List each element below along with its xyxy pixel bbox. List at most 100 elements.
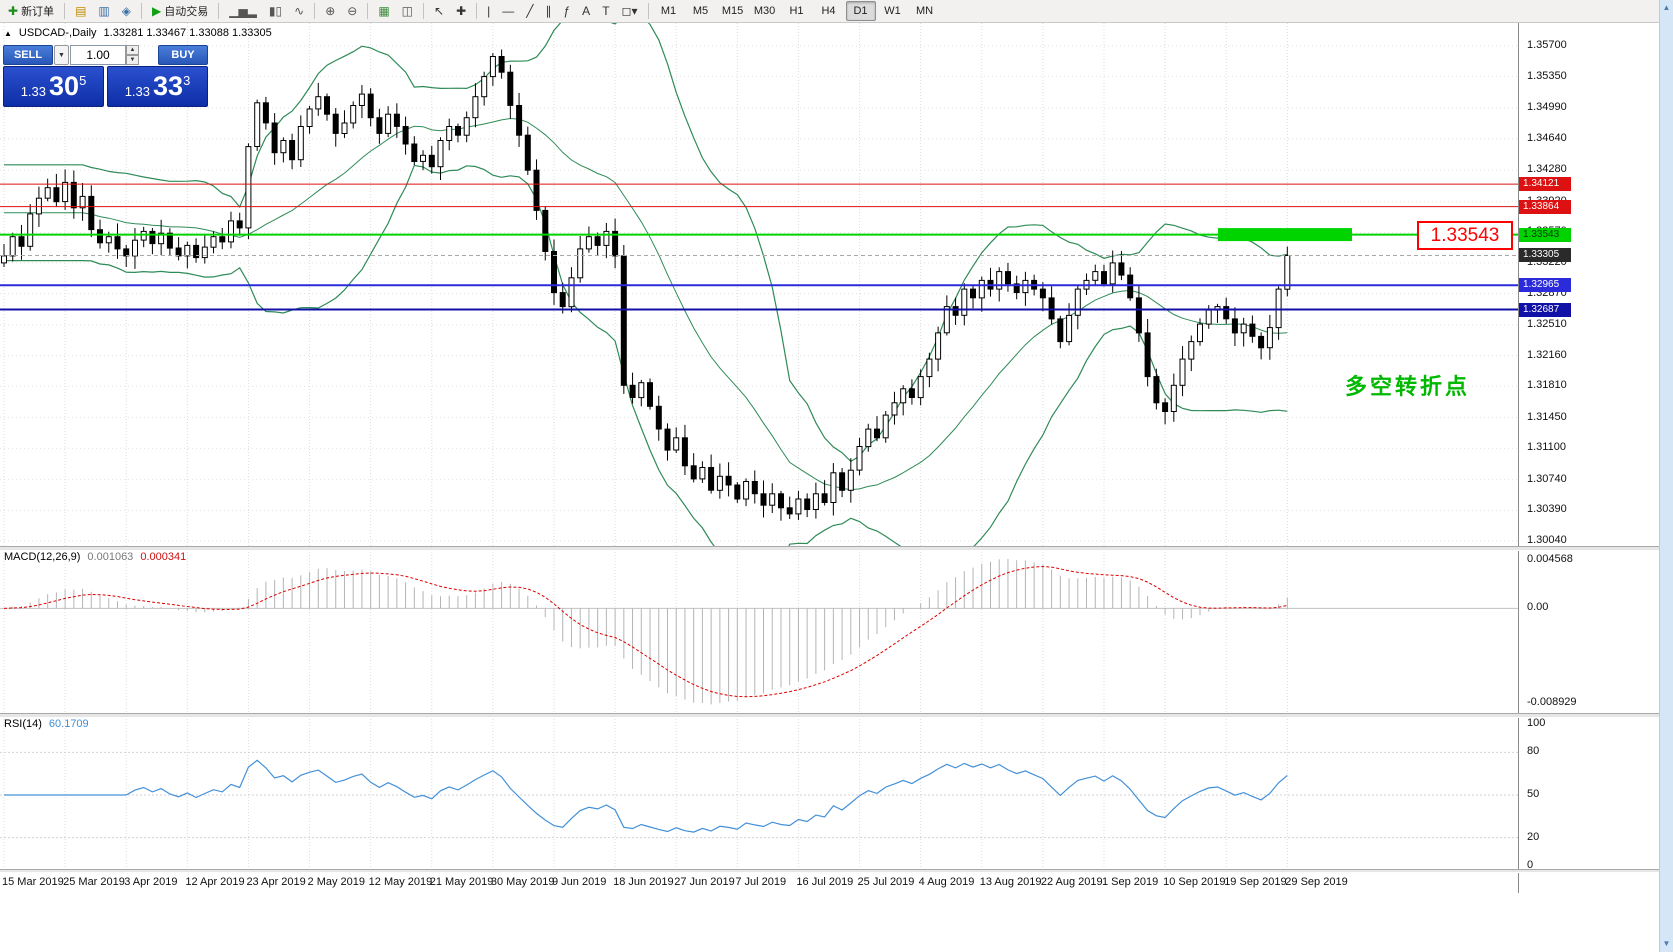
volume-stepper: ▲ ▼ <box>126 45 139 65</box>
rsi-axis-label: 80 <box>1527 745 1540 758</box>
macd-histogram <box>12 559 1288 705</box>
price-tag-1.32687: 1.32687 <box>1519 302 1571 317</box>
fibonacci-icon: ƒ <box>563 4 571 18</box>
new-order-button[interactable]: ✚ 新订单 <box>3 0 59 22</box>
shapes-button[interactable]: ◻▾ <box>617 0 643 22</box>
order-type-dropdown[interactable]: ▼ <box>54 45 69 65</box>
trendline-button[interactable]: ╱ <box>521 0 538 22</box>
sell-price-button[interactable]: 1.33 30 5 <box>3 66 104 107</box>
volume-down-button[interactable]: ▼ <box>126 55 139 65</box>
timeframe-mn[interactable]: MN <box>915 5 934 17</box>
chart-macd-splitter[interactable] <box>0 546 1660 551</box>
sell-button[interactable]: SELL <box>3 45 53 65</box>
date-label: 19 Sep 2019 <box>1224 876 1287 888</box>
date-label: 12 Apr 2019 <box>185 876 245 888</box>
timeframe-w1[interactable]: W1 <box>884 5 901 17</box>
scroll-down-icon[interactable]: ▼ <box>1662 939 1671 948</box>
volume-input[interactable] <box>70 45 126 65</box>
date-label: 27 Jun 2019 <box>674 876 735 888</box>
channel-button[interactable]: ∥ <box>540 0 556 22</box>
horizontal-line-button[interactable]: — <box>497 0 519 22</box>
trendline-icon: ╱ <box>526 4 534 18</box>
zoom-in-icon: ⊕ <box>325 4 336 18</box>
text-button[interactable]: A <box>577 0 595 22</box>
timeframe-m5[interactable]: M5 <box>692 5 709 17</box>
volume-up-button[interactable]: ▲ <box>126 45 139 55</box>
main-toolbar: ✚ 新订单 ▤ ▥ ◈ ▶ 自动交易 ▁▅▂ ▮▯ ∿ ⊕ ⊖ ▦ ◫ ↖ ✚ | — ╱ ∥ ƒ A T ◻▾ M1 M5 M1… <box>0 0 1673 23</box>
timeframe-m30[interactable]: M30 <box>753 5 776 17</box>
toolbar-separator <box>140 3 142 19</box>
rsi-line <box>4 759 1288 833</box>
price-axis-label: 1.30740 <box>1527 472 1567 485</box>
line-chart-button[interactable]: ∿ <box>289 0 309 22</box>
highlight-rectangle[interactable] <box>1218 228 1352 242</box>
price-axis-label: 1.31810 <box>1527 379 1567 392</box>
scroll-up-icon[interactable]: ▲ <box>1662 3 1671 12</box>
channel-icon: ∥ <box>545 4 552 18</box>
rsi-dateaxis-splitter[interactable] <box>0 869 1660 873</box>
date-label: 1 Sep 2019 <box>1101 876 1159 888</box>
autotrading-button[interactable]: ▶ 自动交易 <box>147 0 213 22</box>
macd-value: 0.001063 <box>87 551 134 563</box>
toolbar-separator <box>476 3 478 19</box>
price-callout-box[interactable]: 1.33543 <box>1417 221 1513 250</box>
market-watch-button[interactable]: ▤ <box>70 0 91 22</box>
date-axis[interactable]: 15 Mar 2019 25 Mar 2019 3 Apr 2019 12 Apr 2… <box>0 871 1518 893</box>
macd-axis-label: -0.008929 <box>1527 696 1577 708</box>
price-axis[interactable]: 1.357001.353501.349901.346401.342801.339… <box>1518 23 1661 893</box>
symbol-period-label: USDCAD-,Daily <box>18 27 97 39</box>
macd-axis-label: 0.004568 <box>1527 553 1573 565</box>
zoom-out-button[interactable]: ⊖ <box>342 0 362 22</box>
price-tag-1.33543: 1.33543 <box>1519 227 1571 242</box>
buy-button[interactable]: BUY <box>158 45 208 65</box>
vertical-scrollbar[interactable]: ▲ ▼ <box>1659 0 1673 952</box>
cursor-button[interactable]: ↖ <box>429 0 449 22</box>
main-chart-canvas[interactable] <box>0 23 1518 546</box>
price-axis-label: 1.34990 <box>1527 101 1567 114</box>
candlestick-chart-button[interactable]: ▮▯ <box>264 0 287 22</box>
timeframe-m1[interactable]: M1 <box>660 5 677 17</box>
bar-chart-button[interactable]: ▁▅▂ <box>224 0 262 22</box>
fibonacci-button[interactable]: ƒ <box>558 0 575 22</box>
annotation-text[interactable]: 多空转折点 <box>1345 374 1471 399</box>
rsi-panel-canvas[interactable] <box>0 716 1518 869</box>
vertical-line-button[interactable]: | <box>482 0 495 22</box>
sell-price-base: 1.33 <box>20 84 47 99</box>
price-axis-label: 1.30390 <box>1527 503 1567 516</box>
navigator-icon: ◈ <box>121 4 131 18</box>
macd-rsi-splitter[interactable] <box>0 713 1660 718</box>
line-chart-icon: ∿ <box>294 4 305 18</box>
grid-icon: ▦ <box>378 4 390 18</box>
one-click-trade-panel: SELL ▼ ▲ ▼ BUY 1.33 30 5 1.33 33 3 <box>3 45 208 107</box>
navigator-button[interactable]: ◈ <box>117 0 136 22</box>
tile-windows-button[interactable]: ◫ <box>397 0 418 22</box>
rsi-axis-label: 100 <box>1527 717 1546 729</box>
macd-indicator-label: MACD(12,26,9) 0.001063 0.000341 <box>4 551 186 563</box>
horizontal-line-icon: — <box>502 4 515 18</box>
grid-button[interactable]: ▦ <box>373 0 394 22</box>
buy-price-button[interactable]: 1.33 33 3 <box>107 66 208 107</box>
date-label: 22 Aug 2019 <box>1040 876 1103 888</box>
label-button[interactable]: T <box>597 0 614 22</box>
autotrading-button-label: 自动交易 <box>164 6 209 18</box>
toolbar-buttons-group: ✚ 新订单 ▤ ▥ ◈ ▶ 自动交易 ▁▅▂ ▮▯ ∿ ⊕ ⊖ ▦ ◫ ↖ ✚ | — ╱ ∥ ƒ A T ◻▾ <box>2 0 644 22</box>
rsi-axis-label: 50 <box>1527 788 1540 800</box>
date-label: 9 Jun 2019 <box>551 876 607 888</box>
bollinger-bands <box>4 23 1288 546</box>
timeframe-h4[interactable]: H4 <box>821 5 836 17</box>
timeframe-d1[interactable]: D1 <box>845 1 876 21</box>
price-axis-label: 1.30040 <box>1527 534 1567 546</box>
timeframe-m15[interactable]: M15 <box>721 5 744 17</box>
date-label: 21 May 2019 <box>429 876 494 888</box>
data-window-button[interactable]: ▥ <box>93 0 114 22</box>
timeframe-h1[interactable]: H1 <box>789 5 804 17</box>
macd-panel-canvas[interactable] <box>0 549 1518 713</box>
macd-signal-line <box>3 566 1288 698</box>
zoom-in-button[interactable]: ⊕ <box>320 0 340 22</box>
rsi-indicator-label: RSI(14) 60.1709 <box>4 718 89 730</box>
crosshair-button[interactable]: ✚ <box>451 0 471 22</box>
date-label: 3 Apr 2019 <box>124 876 178 888</box>
price-tag-1.34121: 1.34121 <box>1519 177 1571 192</box>
macd-signal-value: 0.000341 <box>140 551 187 563</box>
price-axis-label: 1.31100 <box>1527 441 1566 454</box>
